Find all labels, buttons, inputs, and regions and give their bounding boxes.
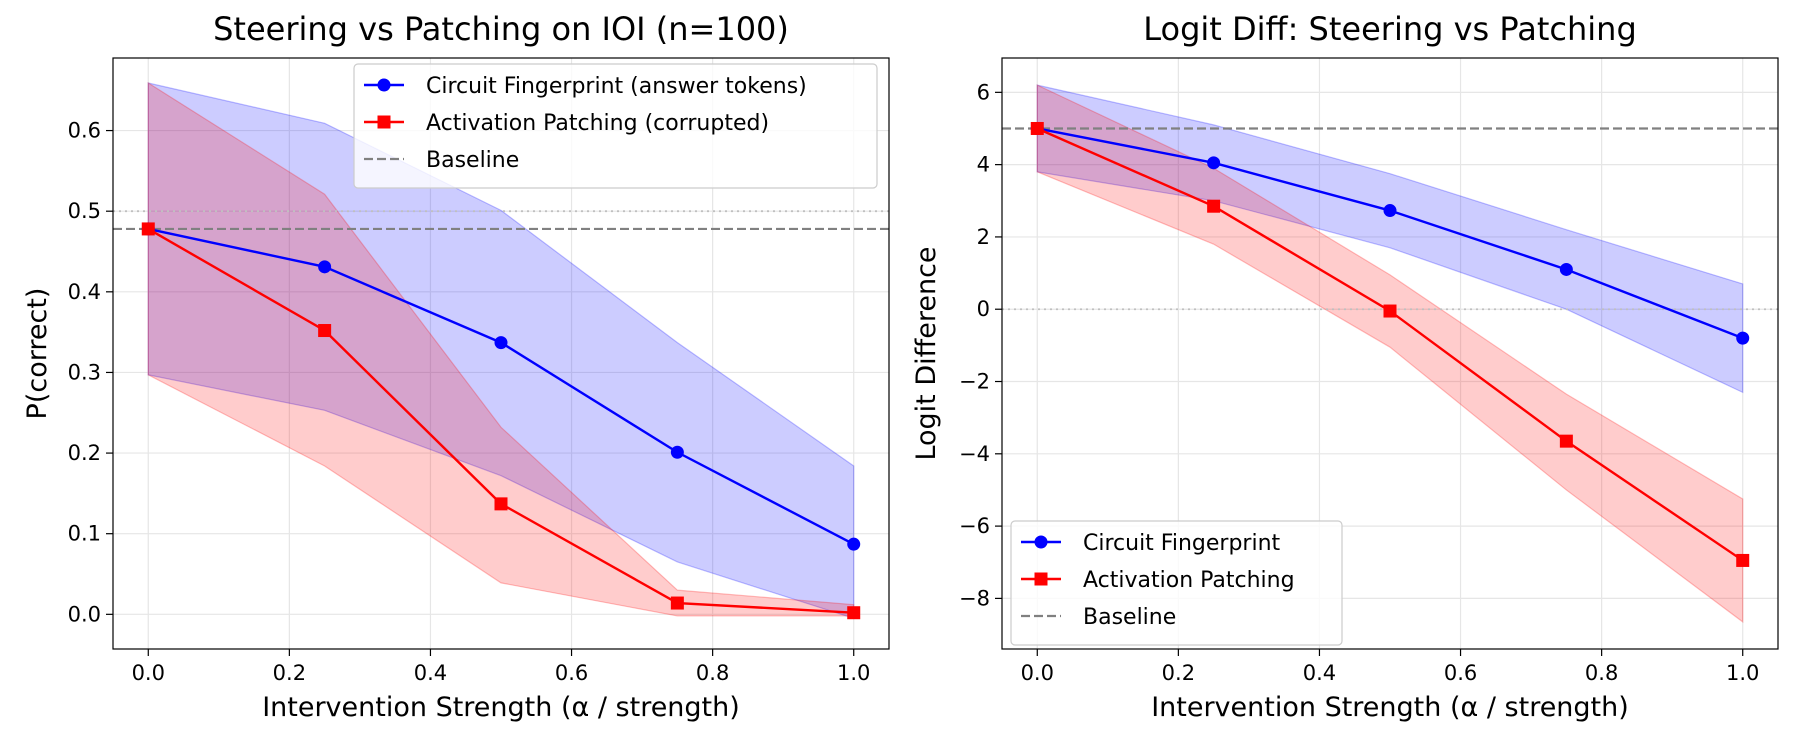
chart-p-correct: 0.0 0.2 0.4 0.6 0.8 1.00.00.10.20.30.40.50.6 …: [22, 10, 890, 723]
y-axis-label: Logit Difference: [911, 246, 942, 460]
data-point: [1736, 331, 1750, 345]
y-tick-label: −8: [959, 586, 990, 610]
chart-title: Logit Diff: Steering vs Patching: [1143, 10, 1637, 48]
data-point: [1383, 204, 1397, 218]
data-point: [494, 497, 508, 511]
legend-box: [353, 63, 878, 189]
y-tick-label: 6: [977, 80, 990, 104]
legend-marker: [377, 78, 391, 92]
y-tick-label: 0.1: [68, 522, 101, 546]
plot-frame: [112, 57, 890, 650]
data-point: [1207, 156, 1221, 170]
y-axis-label: P(correct): [22, 288, 53, 420]
y-tick-label: 0.4: [68, 280, 101, 304]
chart-logit-diff: 0.0 0.2 0.4 0.6 0.8 1.0 −8 −6 −4 −2 0 2 4 6 Logit Dif…: [911, 10, 1779, 723]
x-axis-label: Intervention Strength (α / strength): [1151, 692, 1629, 723]
y-tick-label: 0.2: [68, 441, 101, 465]
y-tick-label: 4: [977, 153, 990, 177]
confidence-band: [1036, 84, 1744, 624]
data-point: [847, 537, 861, 551]
x-tick-label: 0.6: [1444, 661, 1477, 685]
legend-label: Circuit Fingerprint (answer tokens): [426, 74, 807, 99]
y-tick-label: 0.0: [68, 602, 101, 626]
data-point: [670, 596, 684, 610]
x-tick-label: 0.4: [1303, 661, 1336, 685]
chart-title: Steering vs Patching on IOI (n=100): [213, 10, 789, 48]
x-tick-label: 0.8: [1585, 661, 1618, 685]
y-tick-label: −4: [959, 442, 990, 466]
y-tick-label: 0.3: [68, 360, 101, 384]
y-tick-label: −6: [959, 514, 990, 538]
data-point: [847, 606, 861, 620]
y-tick-label: 0: [977, 297, 990, 321]
y-tick-label: 0.5: [68, 199, 101, 223]
x-tick-label: 0.4: [414, 661, 447, 685]
legend-box: [1010, 520, 1343, 646]
y-tick-label: 0.6: [68, 119, 101, 143]
x-axis-label: Intervention Strength (α / strength): [262, 692, 740, 723]
data-point: [1383, 304, 1397, 318]
data-point: [1559, 434, 1573, 448]
legend-label: Activation Patching (corrupted): [426, 111, 769, 136]
data-point: [1207, 199, 1221, 213]
data-point: [318, 260, 332, 274]
y-tick-label: 2: [977, 225, 990, 249]
legend-label: Baseline: [426, 148, 519, 173]
data-point: [318, 324, 332, 338]
x-tick-label: 0.0: [1021, 661, 1054, 685]
data-point: [141, 222, 155, 236]
data-point: [670, 445, 684, 459]
y-tick-label: −2: [959, 370, 990, 394]
data-point: [1030, 121, 1044, 135]
x-tick-label: 0.6: [555, 661, 588, 685]
legend: Circuit Fingerprint (answer tokens) Activ…: [353, 63, 878, 189]
plot-frame: [1001, 57, 1779, 650]
legend-marker: [377, 115, 391, 129]
x-tick-label: 0.0: [132, 661, 165, 685]
x-tick-label: 0.8: [696, 661, 729, 685]
legend-marker: [1034, 572, 1048, 586]
legend-label: Activation Patching: [1083, 568, 1295, 593]
data-point: [494, 336, 508, 350]
data-point: [1559, 262, 1573, 276]
x-tick-label: 1.0: [1726, 661, 1759, 685]
legend-marker: [1034, 535, 1048, 549]
legend-label: Baseline: [1083, 605, 1176, 630]
legend: Circuit Fingerprint Activation Patching Ba…: [1010, 520, 1343, 646]
data-point: [1736, 553, 1750, 567]
x-tick-label: 1.0: [837, 661, 870, 685]
x-tick-label: 0.2: [1162, 661, 1195, 685]
legend-label: Circuit Fingerprint: [1083, 531, 1281, 556]
x-tick-label: 0.2: [273, 661, 306, 685]
